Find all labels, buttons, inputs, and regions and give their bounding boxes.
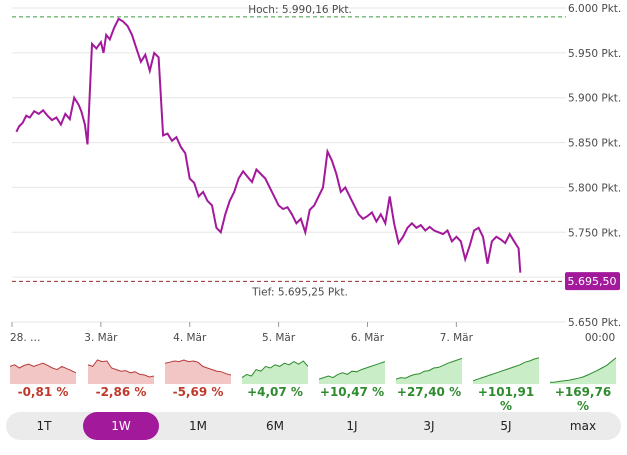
sparkline-area xyxy=(550,357,616,384)
performance-sparkline xyxy=(242,360,308,384)
y-tick-label: 6.000 Pkt. xyxy=(568,3,621,15)
performance-value: +169,76 % xyxy=(554,385,612,413)
range-button-1w[interactable]: 1W xyxy=(83,412,159,440)
high-label: Hoch: 5.990,16 Pkt. xyxy=(248,4,352,16)
performance-value: +101,91 % xyxy=(477,385,535,413)
sparkline-line xyxy=(165,359,231,376)
performance-tile: -0,81 % xyxy=(10,348,76,403)
x-tick-label: 28. … xyxy=(10,332,41,344)
sparkline-line xyxy=(550,357,616,383)
performance-value: +4,07 % xyxy=(247,385,303,399)
performance-sparkline xyxy=(473,357,539,384)
performance-tile: +101,91 % xyxy=(473,348,539,413)
sparkline-line xyxy=(10,362,76,374)
performance-sparkline xyxy=(550,357,616,384)
y-tick-label: 5.950 Pkt. xyxy=(568,48,621,60)
sparkline-area xyxy=(242,361,308,384)
performance-tile: +10,47 % xyxy=(319,348,385,403)
range-button-1j[interactable]: 1J xyxy=(346,419,358,433)
performance-value: -5,69 % xyxy=(172,385,224,399)
performance-value: +27,40 % xyxy=(396,385,462,399)
range-button-1m[interactable]: 1M xyxy=(189,419,207,433)
price-chart: 5.650 Pkt.5.700 Pkt.5.750 Pkt.5.800 Pkt.… xyxy=(10,3,621,344)
sparkline-line xyxy=(88,359,154,378)
y-tick-label: 5.800 Pkt. xyxy=(568,182,621,194)
range-button-5j[interactable]: 5J xyxy=(500,419,512,433)
sparkline-line xyxy=(319,361,385,380)
sparkline-line xyxy=(473,357,539,382)
performance-sparkline xyxy=(396,357,462,384)
price-series-line xyxy=(15,17,522,273)
y-tick-label: 5.850 Pkt. xyxy=(568,138,621,150)
performance-value: -0,81 % xyxy=(17,385,69,399)
sparkline-area xyxy=(165,360,231,384)
sparkline-area xyxy=(88,360,154,384)
y-tick-label: 5.900 Pkt. xyxy=(568,93,621,105)
y-tick-label: 5.650 Pkt. xyxy=(568,317,621,329)
range-button-1t[interactable]: 1T xyxy=(36,419,52,433)
performance-row: -0,81 % -2,86 % -5,69 % +4,07 % +10,47 % +27,… xyxy=(0,348,627,413)
sparkline-line xyxy=(242,360,308,379)
chart-gridlines xyxy=(12,7,566,323)
performance-tile: +4,07 % xyxy=(242,348,308,403)
x-tick-label: 7. Mär xyxy=(440,332,474,344)
x-tick-label: 4. Mär xyxy=(173,332,207,344)
performance-tile: +169,76 % xyxy=(550,348,616,413)
range-button-6m[interactable]: 6M xyxy=(266,419,284,433)
last-price-badge: 5.695,50 xyxy=(565,272,620,291)
performance-tile: -5,69 % xyxy=(165,348,231,403)
performance-value: +10,47 % xyxy=(319,385,385,399)
x-tick-label: 00:00 xyxy=(585,332,615,344)
sparkline-line xyxy=(396,357,462,380)
last-price-value: 5.695,50 xyxy=(568,275,617,288)
range-button-max[interactable]: max xyxy=(569,419,597,433)
sparkline-area xyxy=(473,357,539,384)
performance-sparkline xyxy=(10,362,76,384)
last-price-badge-bg xyxy=(565,272,620,291)
performance-tile: -2,86 % xyxy=(88,348,154,403)
low-label: Tief: 5.695,25 Pkt. xyxy=(251,286,348,298)
range-button-3j[interactable]: 3J xyxy=(423,419,435,433)
performance-value: -2,86 % xyxy=(95,385,147,399)
range-selector: 1T 1W 1M 6M 1J 3J 5J max xyxy=(6,412,621,440)
performance-sparkline xyxy=(165,359,231,384)
x-tick-label: 5. Mär xyxy=(262,332,296,344)
x-tick-label: 6. Mär xyxy=(351,332,385,344)
performance-sparkline xyxy=(88,359,154,384)
performance-sparkline xyxy=(319,361,385,384)
performance-tile: +27,40 % xyxy=(396,348,462,403)
sparkline-area xyxy=(10,363,76,384)
x-tick-label: 3. Mär xyxy=(84,332,118,344)
y-tick-label: 5.750 Pkt. xyxy=(568,227,621,239)
x-axis: 28. … 3. Mär 4. Mär 5. Mär 6. Mär 7. Mär 00:00 xyxy=(10,322,615,344)
